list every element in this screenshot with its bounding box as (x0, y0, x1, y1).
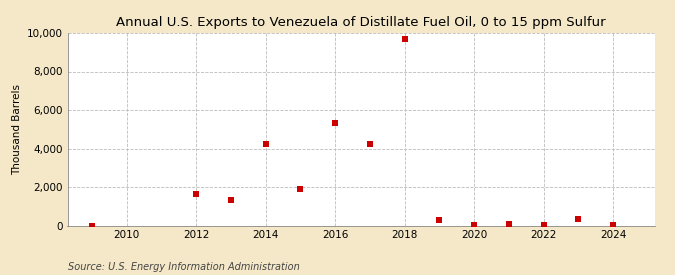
Point (329, 120, 340, 125)
Point (86, 223, 97, 228)
Point (538, 223, 549, 227)
Point (573, 217, 584, 221)
Point (364, 141, 375, 146)
Text: Source: U.S. Energy Information Administration: Source: U.S. Energy Information Administ… (68, 262, 299, 272)
Point (295, 187, 306, 191)
Y-axis label: Thousand Barrels: Thousand Barrels (12, 84, 22, 175)
Point (399, 37, 410, 41)
Point (504, 222, 514, 226)
Point (468, 222, 479, 227)
Point (434, 218, 445, 222)
Point (190, 191, 201, 196)
Point (608, 223, 618, 227)
Title: Annual U.S. Exports to Venezuela of Distillate Fuel Oil, 0 to 15 ppm Sulfur: Annual U.S. Exports to Venezuela of Dist… (116, 16, 606, 29)
Point (260, 141, 271, 146)
Point (225, 197, 236, 202)
